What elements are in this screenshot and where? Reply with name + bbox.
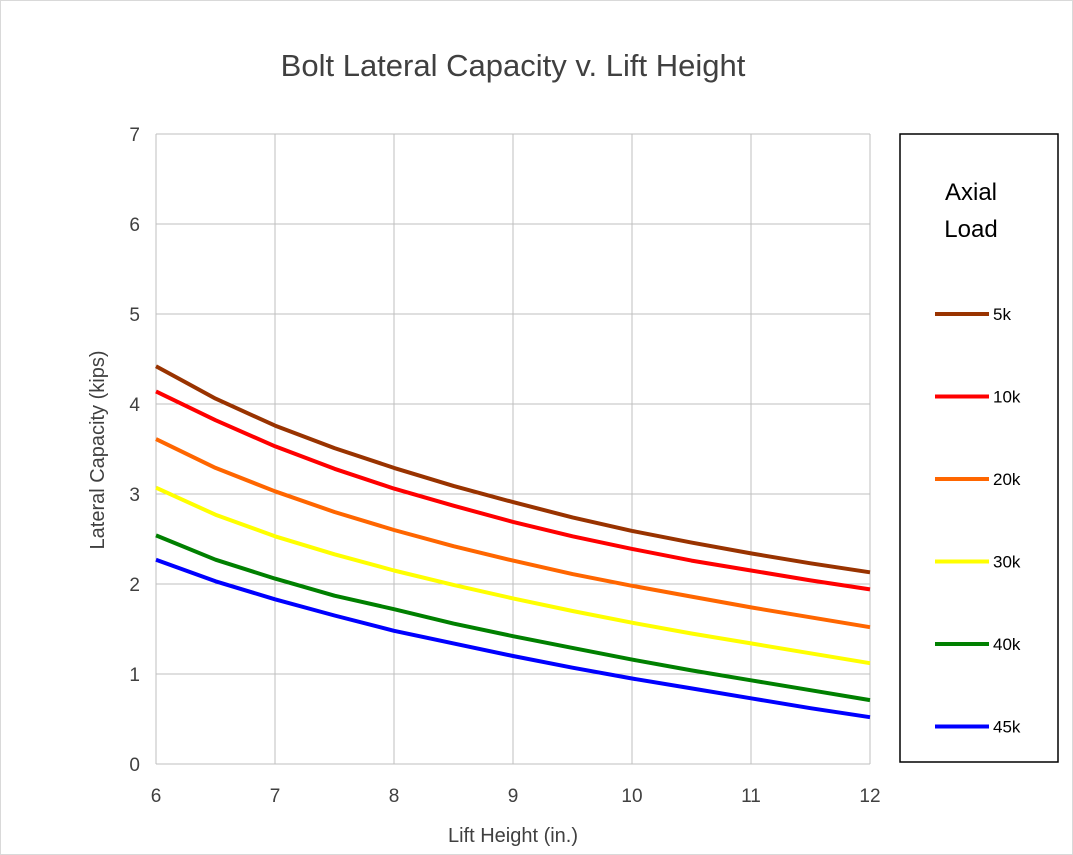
legend-title-line-1: Axial — [945, 179, 997, 206]
series-line-5k — [155, 364, 871, 575]
legend-label-20k: 20k — [993, 470, 1021, 489]
y-tick-label: 3 — [129, 485, 140, 506]
legend-label-40k: 40k — [993, 635, 1021, 654]
x-axis-label: Lift Height (in.) — [448, 825, 578, 847]
x-tick-label: 10 — [621, 786, 642, 807]
legend-label-10k: 10k — [993, 388, 1021, 407]
x-tick-label: 11 — [741, 786, 761, 807]
x-tick-label: 8 — [389, 786, 400, 807]
legend-items: 5k 10k 20k 30k 40k 45k — [935, 305, 1021, 737]
y-tick-label: 7 — [129, 125, 140, 146]
y-tick-label: 0 — [129, 755, 140, 776]
y-tick-label: 2 — [129, 575, 140, 596]
series-line-40k — [155, 533, 871, 703]
series-line-45k — [155, 557, 871, 720]
gridlines — [155, 133, 871, 765]
y-tick-label: 6 — [129, 215, 140, 236]
legend-label-5k: 5k — [993, 305, 1011, 324]
series-line-10k — [155, 389, 871, 592]
legend-title-line-2: Load — [944, 216, 997, 243]
x-tick-label: 7 — [270, 786, 281, 807]
series-line-30k — [155, 485, 871, 666]
y-tick-label: 5 — [129, 305, 140, 326]
legend-label-30k: 30k — [993, 553, 1021, 572]
x-tick-label: 6 — [151, 786, 162, 807]
legend-label-45k: 45k — [993, 718, 1021, 737]
legend: Axial Load 5k 10k 20k 30k 40k 45k — [899, 133, 1059, 763]
y-tick-label: 4 — [129, 395, 140, 416]
series-lines — [155, 364, 871, 720]
legend-box — [899, 133, 1059, 763]
y-tick-label: 1 — [129, 665, 140, 686]
x-tick-label: 9 — [508, 786, 519, 807]
x-tick-label: 12 — [859, 786, 880, 807]
y-axis-label: Lateral Capacity (kips) — [87, 351, 109, 550]
chart-title: Bolt Lateral Capacity v. Lift Height — [281, 48, 746, 83]
series-line-20k — [155, 437, 871, 630]
